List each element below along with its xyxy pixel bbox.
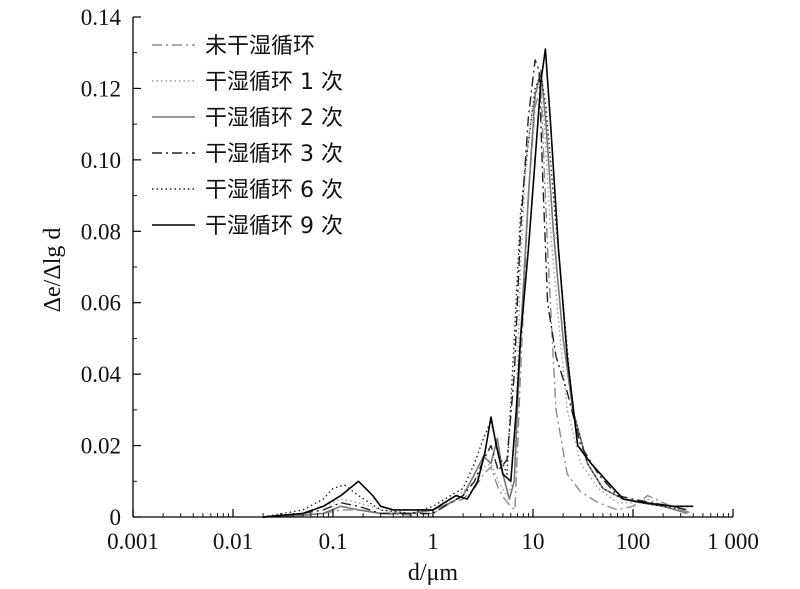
- legend-label-4: 干湿循环 3 次: [205, 142, 343, 167]
- x-tick-label: 0.1: [319, 529, 348, 554]
- x-tick-label: 100: [616, 529, 651, 554]
- y-tick-label: 0.10: [81, 148, 121, 173]
- y-tick-label: 0.02: [81, 434, 121, 459]
- series-line-3: [263, 69, 688, 518]
- series-line-5: [262, 73, 688, 518]
- series-line-6: [263, 48, 694, 518]
- y-tick-label: 0: [110, 505, 122, 530]
- y-tick-label: 0.04: [81, 362, 122, 387]
- x-tick-label: 0.001: [107, 529, 159, 554]
- x-tick-label: 1: [427, 529, 439, 554]
- legend-label-2: 干湿循环 1 次: [205, 70, 343, 95]
- x-tick-label: 10: [522, 529, 545, 554]
- legend-label-1: 未干湿循环: [205, 34, 315, 59]
- y-tick-label: 0.12: [81, 76, 121, 101]
- x-axis-title: d/μm: [408, 560, 459, 586]
- x-tick-label: 0.01: [213, 529, 253, 554]
- legend-label-3: 干湿循环 2 次: [205, 106, 343, 131]
- x-tick-label: 1 000: [707, 529, 759, 554]
- ticks: 0.001 0.01 0.1 1 10 100 1 000 0 0.02 0.04 0.06 0.08…: [81, 5, 759, 554]
- y-axis-title: Δe/Δlg d: [40, 228, 66, 313]
- y-tick-label: 0.14: [81, 5, 122, 30]
- y-tick-label: 0.06: [81, 291, 121, 316]
- legend-label-5: 干湿循环 6 次: [205, 178, 343, 203]
- y-tick-label: 0.08: [81, 219, 121, 244]
- legend-label-6: 干湿循环 9 次: [205, 214, 343, 239]
